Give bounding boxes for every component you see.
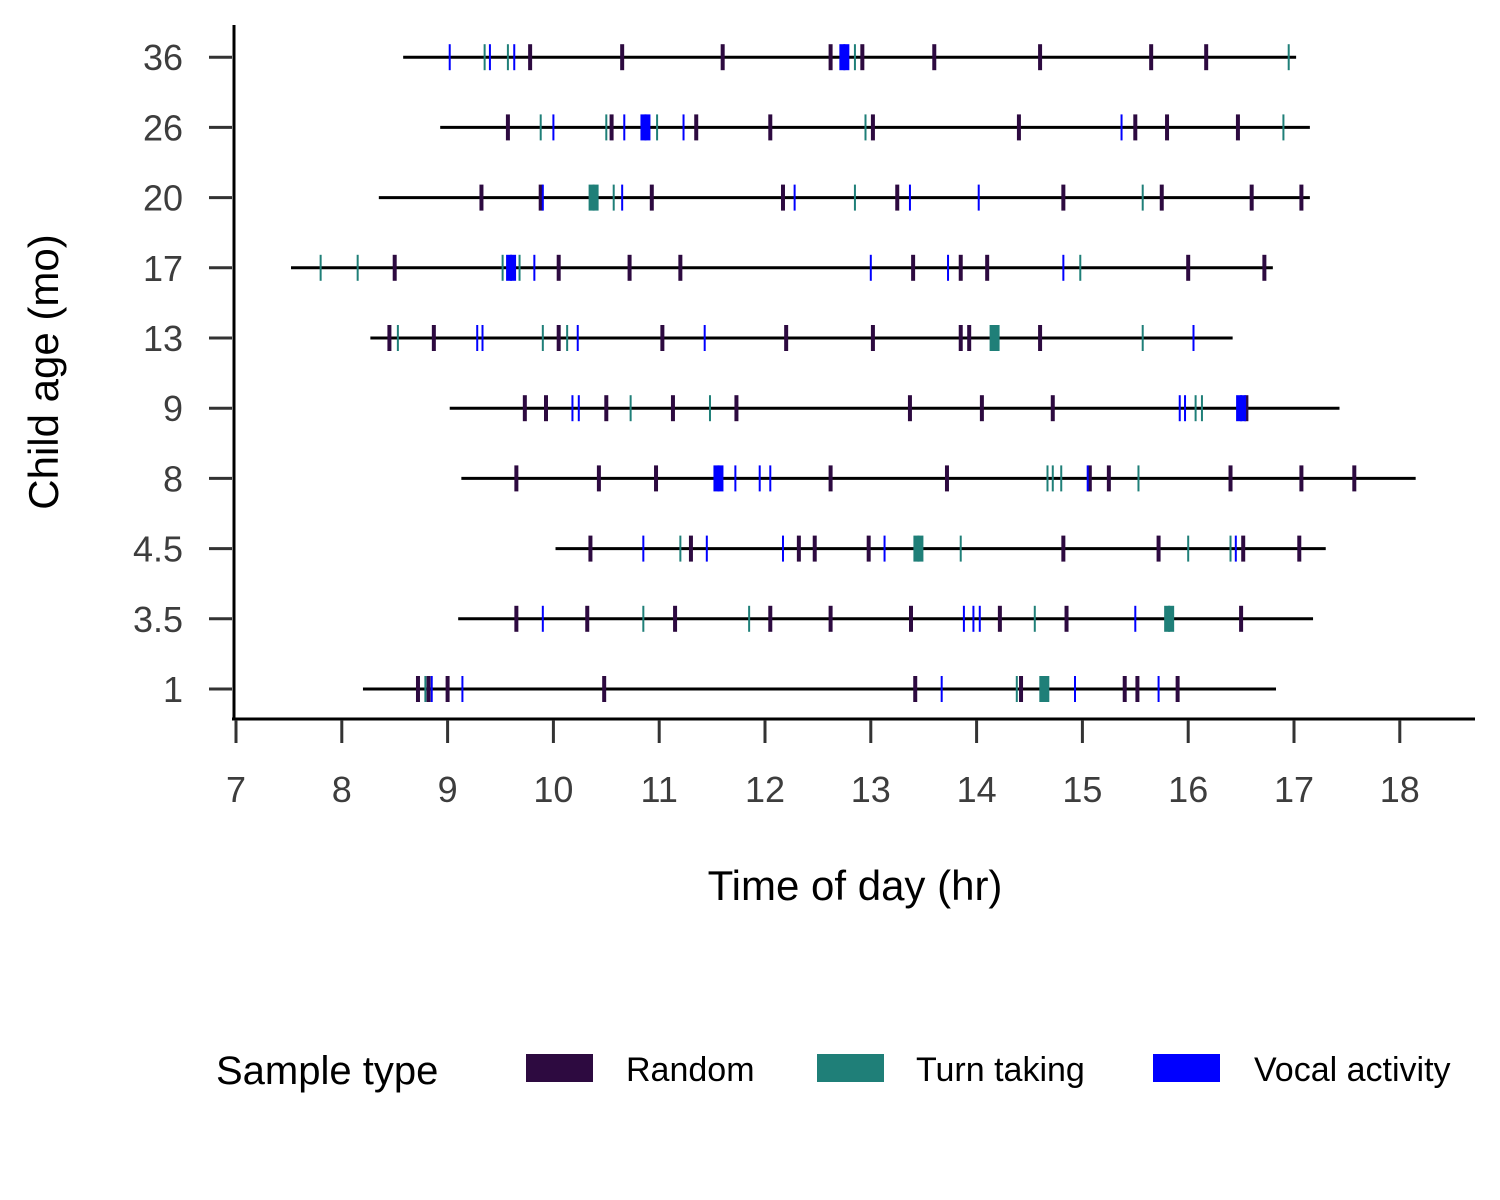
sample-marks — [319, 44, 1357, 702]
legend-swatch-turn-taking — [817, 1054, 884, 1082]
sample-block-turn — [588, 184, 599, 211]
axes — [232, 25, 1475, 721]
sample-block-vocal — [839, 44, 850, 71]
legend-swatch-vocal-activity — [1153, 1054, 1220, 1082]
x-tick-label: 7 — [226, 769, 246, 810]
recording-lines — [291, 55, 1416, 691]
y-axis-title: Child age (mo) — [20, 234, 67, 509]
x-axis-title: Time of day (hr) — [708, 862, 1003, 909]
legend: Sample type Random Turn taking Vocal act… — [216, 1049, 1451, 1093]
sample-block-vocal — [713, 465, 724, 492]
legend-swatch-random — [526, 1054, 593, 1082]
legend-label-vocal-activity: Vocal activity — [1254, 1051, 1451, 1089]
x-tick-label: 16 — [1168, 769, 1208, 810]
legend-label-turn-taking: Turn taking — [916, 1051, 1085, 1089]
x-tick-label: 15 — [1062, 769, 1102, 810]
y-tick-label: 36 — [143, 37, 183, 78]
sample-block-turn — [989, 325, 1000, 351]
legend-label-random: Random — [626, 1051, 755, 1089]
sample-block-turn — [1039, 676, 1050, 702]
x-tick-label: 11 — [641, 769, 678, 810]
x-tick-label: 14 — [957, 769, 997, 810]
x-tick-label: 8 — [332, 769, 352, 810]
legend-title: Sample type — [216, 1049, 438, 1093]
y-tick-label: 20 — [143, 178, 183, 219]
x-tick-label: 17 — [1274, 769, 1314, 810]
sample-block-vocal — [1236, 395, 1247, 422]
x-tick-label: 18 — [1380, 769, 1420, 810]
y-tick-label: 8 — [163, 458, 183, 499]
x-tick-label: 10 — [533, 769, 573, 810]
y-tick-label: 9 — [163, 388, 183, 429]
y-tick-label: 26 — [143, 107, 183, 148]
y-tick-label: 17 — [143, 248, 183, 289]
x-tick-label: 12 — [745, 769, 785, 810]
y-ticks: 1 3.5 4.5 8 9 13 17 20 26 36 — [133, 37, 232, 710]
sample-block-vocal — [506, 254, 517, 281]
sample-block-turn — [1164, 605, 1175, 632]
x-tick-label: 13 — [851, 769, 891, 810]
x-tick-label: 9 — [438, 769, 458, 810]
y-tick-label: 4.5 — [133, 529, 183, 570]
sample-block-turn — [913, 535, 924, 562]
x-ticks: 7 8 9 10 11 12 13 14 15 16 17 18 — [226, 720, 1420, 810]
y-tick-label: 1 — [163, 669, 183, 710]
y-tick-label: 13 — [143, 318, 183, 359]
y-tick-label: 3.5 — [133, 599, 183, 640]
sample-block-vocal — [640, 114, 651, 141]
